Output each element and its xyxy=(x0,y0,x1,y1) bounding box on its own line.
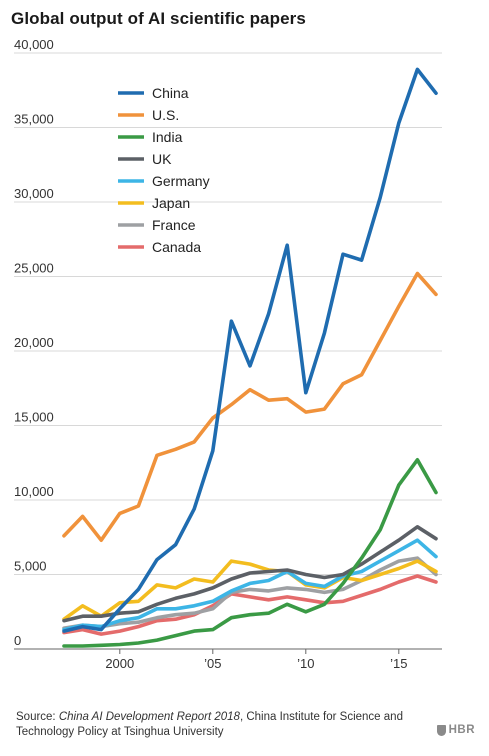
legend-label-us: U.S. xyxy=(152,107,179,123)
source-report: China AI Development Report 2018 xyxy=(58,711,240,723)
source-note: Source: China AI Development Report 2018… xyxy=(16,710,416,740)
legend-label-india: India xyxy=(152,129,183,145)
y-tick-label: 20,000 xyxy=(14,335,54,350)
chart-title: Global output of AI scientific papers xyxy=(11,9,306,28)
y-tick-label: 0 xyxy=(14,633,21,648)
legend-label-france: France xyxy=(152,217,196,233)
series-lines xyxy=(62,67,438,648)
series-line-uk xyxy=(62,524,438,623)
series-line-china xyxy=(62,67,438,633)
series-line-india xyxy=(62,457,438,648)
legend-label-china: China xyxy=(152,85,189,101)
series-line-germany xyxy=(62,538,438,632)
hbr-logo: HBR xyxy=(436,724,475,736)
shield-icon xyxy=(436,724,446,736)
y-tick-label: 30,000 xyxy=(14,186,54,201)
source-prefix: Source: xyxy=(16,711,59,723)
legend: China U.S. India UK Germany Japan France Canada xyxy=(118,85,210,255)
y-tick-label: 5,000 xyxy=(14,559,47,574)
legend-label-uk: UK xyxy=(152,151,172,167)
line-chart: 0 5,000 10,000 15,000 20,000 25,000 30,000 35,0… xyxy=(14,37,442,671)
x-axis-ticks: 2000 ’05 ’10 ’15 xyxy=(105,649,407,671)
series-line-canada xyxy=(62,574,438,636)
legend-label-japan: Japan xyxy=(152,195,190,211)
x-tick-label: ’15 xyxy=(390,656,407,671)
y-tick-label: 35,000 xyxy=(14,112,54,127)
y-tick-label: 25,000 xyxy=(14,261,54,276)
x-tick-label: ’10 xyxy=(297,656,314,671)
x-tick-label: 2000 xyxy=(105,656,134,671)
x-tick-label: ’05 xyxy=(204,656,221,671)
brand-label: HBR xyxy=(448,724,475,736)
y-tick-label: 10,000 xyxy=(14,484,54,499)
y-tick-label: 15,000 xyxy=(14,410,54,425)
legend-label-canada: Canada xyxy=(152,239,201,255)
y-axis-ticks: 0 5,000 10,000 15,000 20,000 25,000 30,000 35,0… xyxy=(14,37,54,648)
source-suffix: , China Institute for Science and Techno… xyxy=(16,711,403,738)
legend-label-germany: Germany xyxy=(152,173,210,189)
series-line-france xyxy=(62,556,438,630)
series-line-us xyxy=(62,271,438,543)
y-tick-label: 40,000 xyxy=(14,37,54,52)
